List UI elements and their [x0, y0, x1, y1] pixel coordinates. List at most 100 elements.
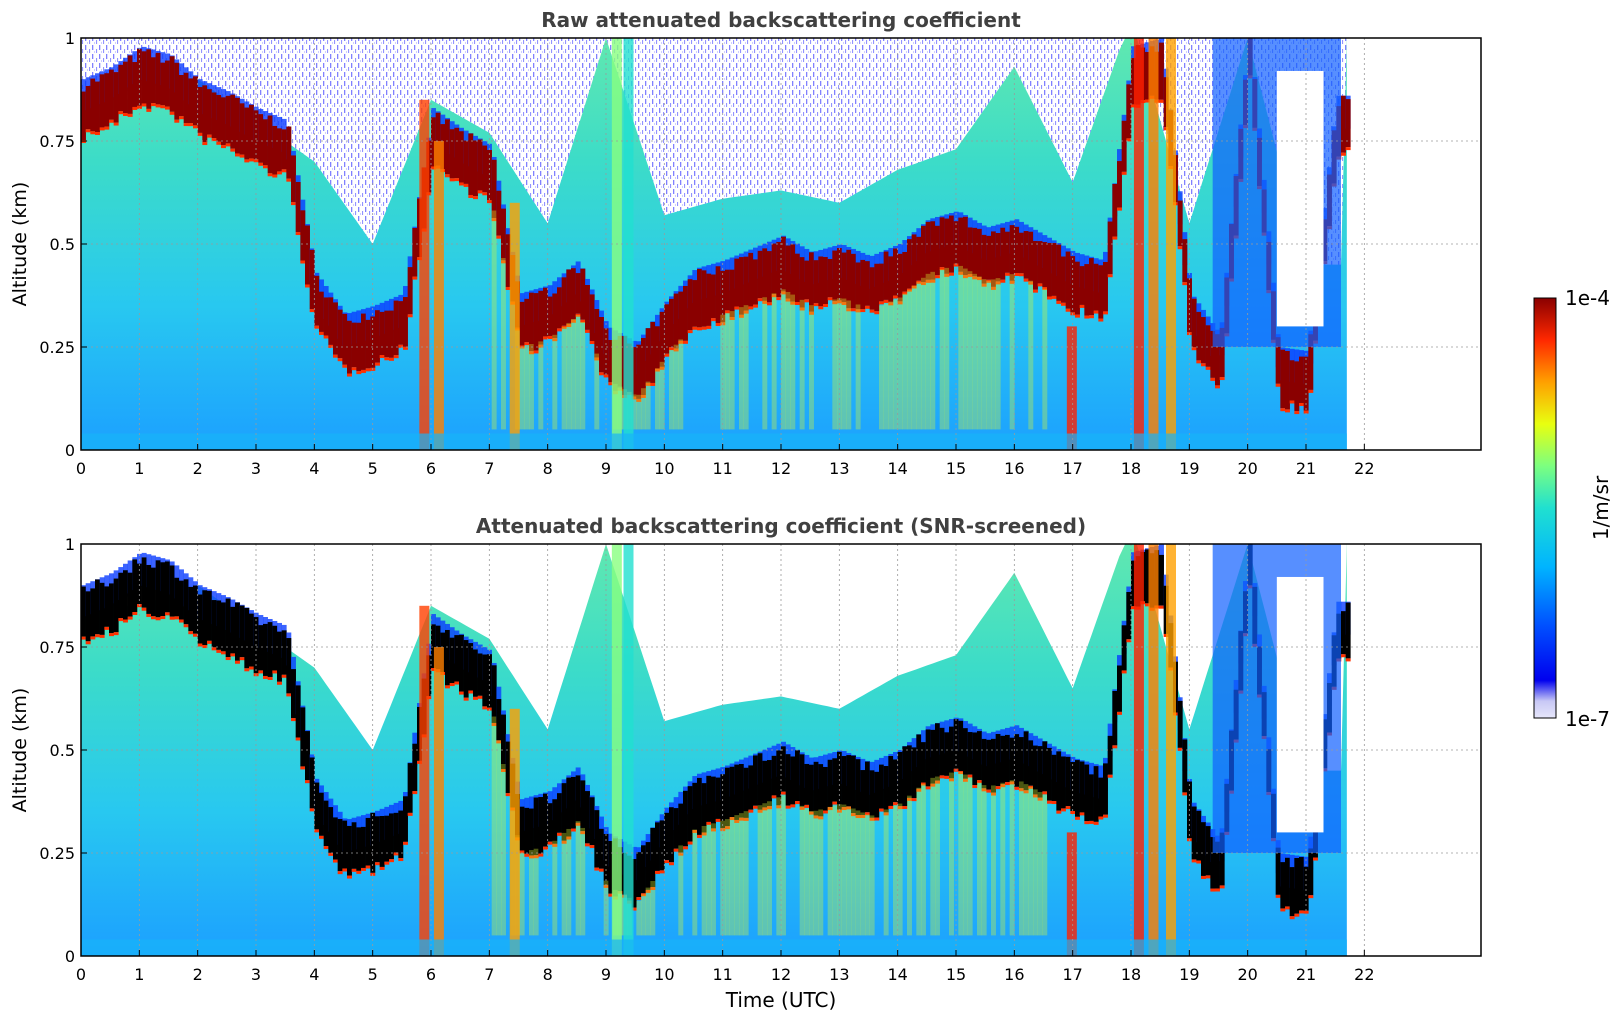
cloud-column — [1000, 735, 1006, 785]
cloud-column — [505, 234, 511, 287]
aerosol-column — [739, 307, 744, 430]
aerosol-column — [930, 777, 936, 936]
cloud-base-column — [1089, 315, 1094, 319]
missing-region — [1276, 70, 1324, 327]
cloud-column — [855, 759, 861, 816]
cloud-base-column — [944, 273, 950, 277]
y-tick-label: 0 — [65, 441, 75, 460]
aerosol-column — [841, 298, 847, 430]
aerosol-column — [655, 368, 660, 430]
cloud-column — [459, 634, 464, 692]
cloud-base-column — [454, 178, 460, 182]
cloud-column — [683, 790, 688, 847]
cloud-column — [1079, 266, 1085, 305]
cloud-base-column — [351, 367, 357, 371]
aerosol-column — [743, 811, 749, 936]
cloud-base-column — [790, 301, 796, 305]
cloud-column — [907, 239, 912, 289]
cloud-column — [202, 590, 208, 646]
aerosol-column — [571, 318, 576, 430]
cloud-base-column — [1042, 287, 1048, 291]
aerosol-column — [790, 294, 796, 430]
cloud-column — [165, 561, 170, 613]
cloud-column — [113, 72, 119, 123]
aerosol-column — [813, 810, 819, 936]
cloud-base-column — [701, 832, 707, 836]
cloud-base-column — [1191, 859, 1197, 863]
cloud-column — [879, 764, 884, 809]
aerosol-column — [734, 815, 740, 936]
cloud-column — [132, 62, 138, 107]
cloud-column — [683, 285, 688, 341]
cloud-base-column — [725, 310, 730, 314]
cloud-base-column — [505, 793, 511, 797]
x-tick-label: 8 — [543, 459, 553, 478]
cloud-base-column — [557, 328, 562, 332]
cloud-base-column — [697, 834, 702, 838]
cloud-column — [267, 622, 273, 677]
cloud-base-column — [855, 815, 861, 819]
cloud-base-column — [911, 798, 917, 802]
cloud-column — [529, 292, 534, 352]
cloud-base-column — [375, 362, 380, 366]
cloud-column — [888, 256, 894, 303]
cloud-base-column — [902, 291, 908, 295]
cloud-base-column — [925, 786, 931, 790]
cloud-base-column — [197, 132, 203, 136]
cloud-column — [491, 159, 497, 219]
cloud-base-column — [557, 832, 562, 836]
cloud-column — [193, 76, 198, 126]
cloud-base-column — [631, 907, 637, 911]
cloud-column — [104, 586, 110, 627]
cloud-column — [585, 285, 590, 330]
cloud-base-column — [1285, 409, 1290, 413]
aerosol-column — [519, 852, 525, 936]
cloud-column — [1098, 265, 1104, 319]
cloud-base-column — [85, 129, 91, 133]
cloud-column — [1037, 241, 1043, 284]
cloud-column — [869, 267, 875, 310]
cloud-column — [314, 782, 320, 830]
cloud-base-column — [137, 105, 142, 109]
precip-streak — [1133, 544, 1144, 956]
cloud-column — [631, 859, 637, 908]
cloud-column — [431, 117, 436, 167]
cloud-column — [113, 578, 119, 633]
cloud-base-column — [841, 302, 847, 306]
cloud-column — [692, 782, 698, 830]
cloud-column — [1103, 763, 1108, 815]
cloud-base-column — [594, 867, 600, 871]
cloud-column — [1065, 251, 1071, 309]
cloud-base-column — [673, 348, 679, 352]
x-tick-label: 9 — [601, 965, 611, 984]
cloud-column — [799, 754, 805, 807]
cloud-column — [267, 115, 273, 174]
cloud-column — [981, 234, 987, 284]
cloud-column — [701, 270, 707, 327]
cloud-base-column — [911, 285, 917, 289]
aerosol-column — [907, 289, 912, 430]
cloud-base-column — [160, 105, 166, 109]
aerosol-column — [977, 276, 982, 430]
aerosol-column — [729, 311, 735, 430]
cloud-column — [207, 89, 212, 135]
cloud-base-column — [748, 306, 754, 310]
cloud-base-column — [342, 364, 348, 368]
cloud-column — [127, 572, 133, 617]
cloud-column — [1177, 200, 1183, 247]
aerosol-column — [1019, 781, 1024, 936]
cloud-column — [1005, 231, 1010, 273]
aerosol-column — [925, 273, 931, 430]
cloud-base-column — [314, 829, 320, 833]
cloud-column — [333, 817, 338, 860]
cloud-base-column — [785, 805, 791, 809]
cloud-column — [109, 583, 114, 634]
bottom-panel: Attenuated backscattering coefficient (S… — [9, 514, 1482, 1012]
x-tick-label: 19 — [1179, 965, 1199, 984]
aerosol-column — [552, 334, 558, 430]
cloud-base-column — [799, 806, 805, 810]
cloud-base-column — [155, 617, 161, 621]
cloud-column — [561, 277, 567, 326]
cloud-base-column — [1047, 296, 1052, 300]
aerosol-column — [981, 785, 987, 936]
